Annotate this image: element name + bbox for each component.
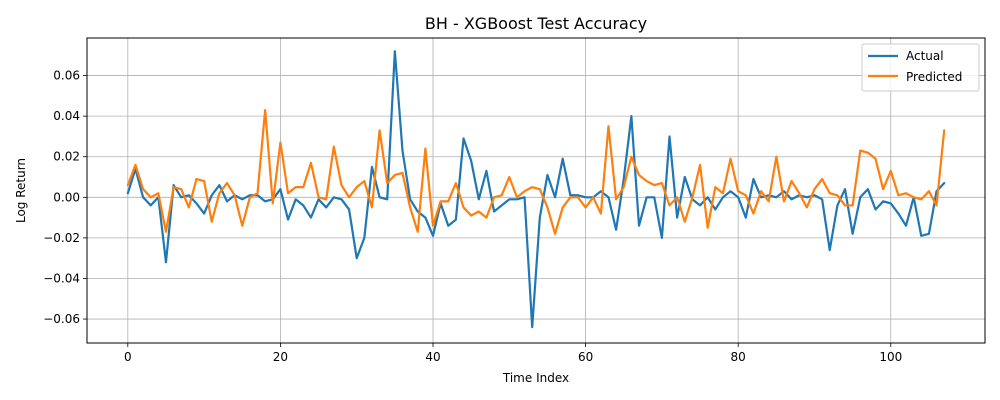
series-line-actual <box>126 50 946 329</box>
y-tick-label: 0.06 <box>53 69 80 83</box>
legend: Actual Predicted <box>861 43 980 92</box>
x-axis-label: Time Index <box>502 371 569 385</box>
ticks: 0 20 40 60 80 100 −0.06 −0.04 −0.02 0.00 0.02 0.04 0… <box>43 69 902 364</box>
x-tick-label: 80 <box>731 350 746 364</box>
y-tick-label: 0.02 <box>53 150 80 164</box>
y-tick-label: −0.02 <box>43 231 80 245</box>
legend-label-actual: Actual <box>906 49 944 63</box>
y-tick-label: 0.04 <box>53 109 80 123</box>
plot-frame <box>86 37 986 344</box>
x-tick-label: 40 <box>425 350 440 364</box>
chart-title: BH - XGBoost Test Accuracy <box>425 14 647 33</box>
y-axis-label: Log Return <box>14 158 28 223</box>
series-line-predicted <box>126 108 946 235</box>
legend-label-predicted: Predicted <box>906 70 962 84</box>
x-tick-label: 20 <box>273 350 288 364</box>
series-group <box>126 50 946 329</box>
x-tick-label: 100 <box>879 350 902 364</box>
x-tick-label: 60 <box>578 350 593 364</box>
y-tick-label: −0.04 <box>43 271 80 285</box>
y-tick-label: 0.00 <box>53 190 80 204</box>
y-tick-label: −0.06 <box>43 312 80 326</box>
x-tick-label: 0 <box>124 350 132 364</box>
